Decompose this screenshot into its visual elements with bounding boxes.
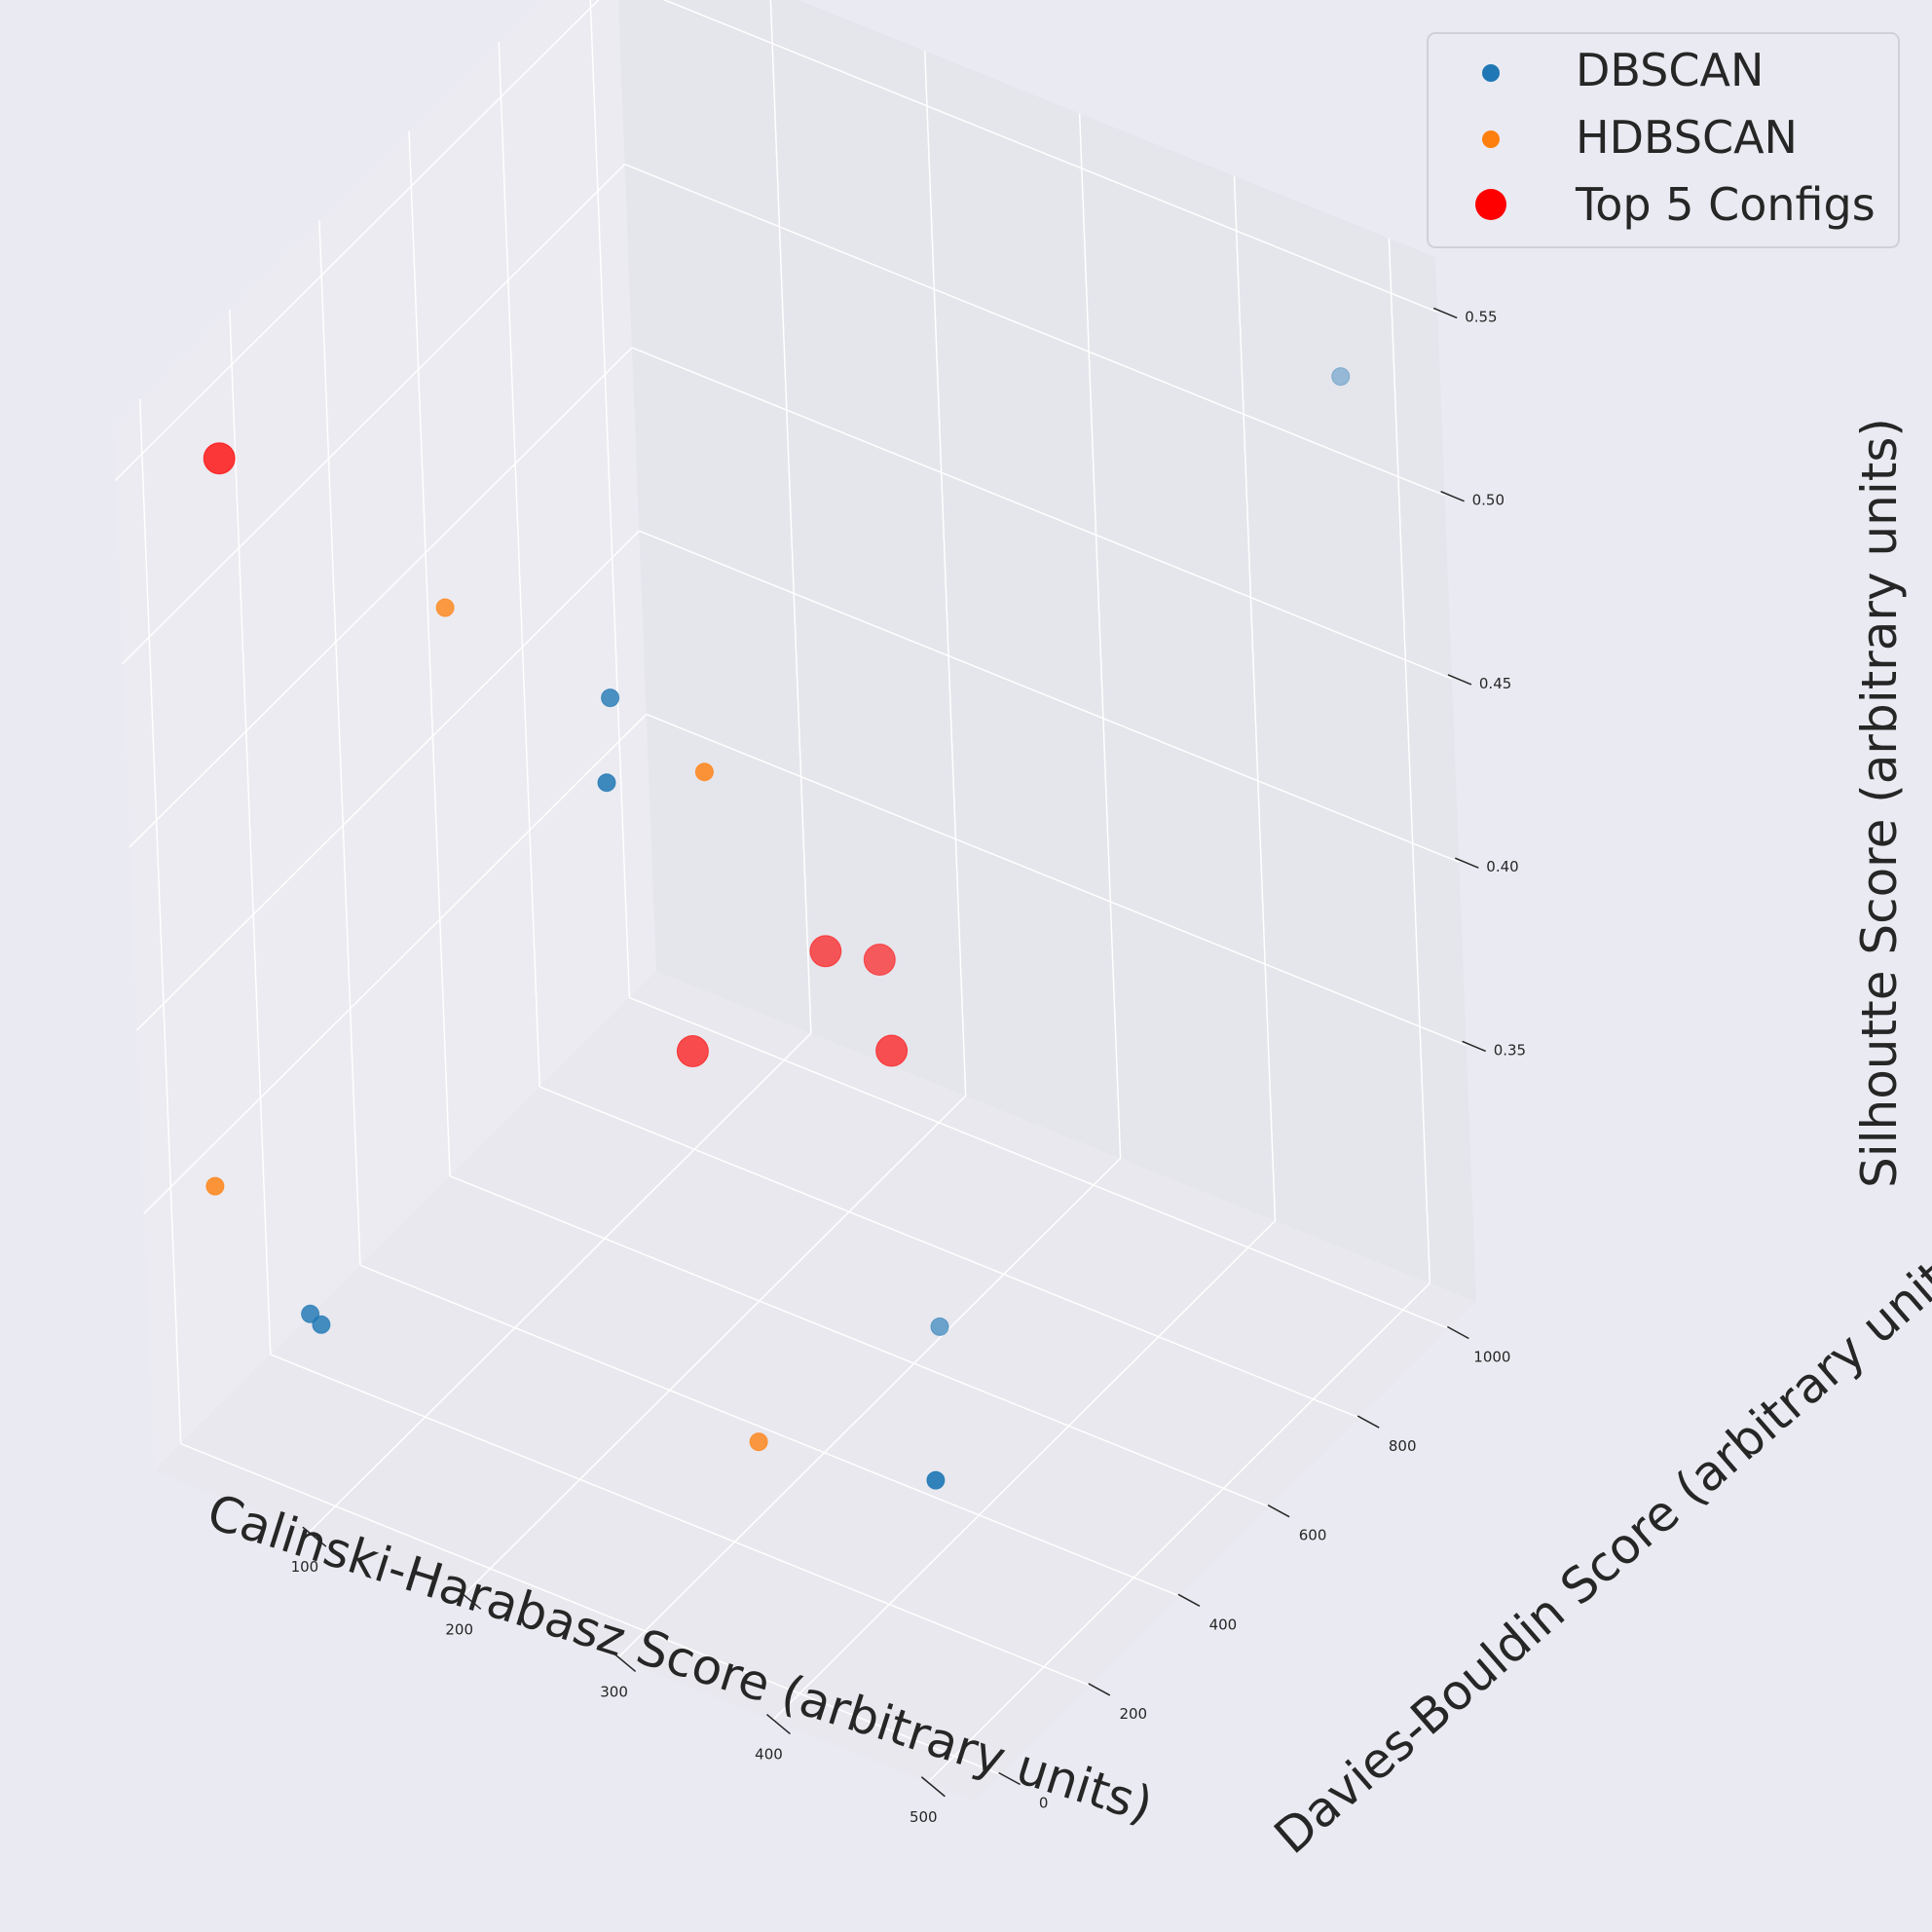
- point-dbscan: [597, 773, 616, 793]
- x-gridline-back: [1233, 175, 1277, 1221]
- y-tick-label: 600: [1299, 1527, 1327, 1544]
- z-gridline-left: [135, 530, 640, 1031]
- y-tick-mark: [1088, 1683, 1111, 1696]
- z-gridline-back: [646, 713, 1467, 1047]
- x-gridline-floor: [463, 1095, 967, 1596]
- z-gridline-left: [143, 713, 648, 1214]
- point-top5: [676, 1035, 709, 1067]
- z-gridline-back: [639, 530, 1460, 863]
- x-gridline-back: [1388, 238, 1431, 1283]
- z-tick-label: 0.35: [1494, 1042, 1526, 1059]
- x-tick-mark: [765, 1714, 791, 1735]
- point-hdbscan: [205, 1176, 225, 1196]
- z-tick-mark: [1440, 491, 1465, 502]
- y-gridline-floor: [629, 996, 1450, 1330]
- left-pane: [113, 0, 656, 1470]
- y-tick-mark: [998, 1771, 1022, 1786]
- x-tick-label: 300: [600, 1684, 628, 1701]
- x-gridline-floor: [617, 1157, 1122, 1658]
- z-gridline-left: [129, 347, 633, 848]
- floor-pane: [154, 971, 1476, 1802]
- y-tick-label: 400: [1209, 1616, 1238, 1633]
- x-tick-label: 500: [910, 1808, 938, 1826]
- x-tick-label: 400: [755, 1746, 783, 1764]
- y-tick-label: 800: [1389, 1437, 1417, 1455]
- legend-marker-hdbscan: [1482, 130, 1500, 148]
- y-gridline-left: [498, 42, 540, 1088]
- y-tick-label: 0: [1039, 1795, 1049, 1812]
- y-gridline-floor: [449, 1175, 1271, 1508]
- point-top5: [863, 944, 896, 976]
- z-tick-mark: [1462, 1040, 1486, 1053]
- y-tick-label: 200: [1119, 1705, 1147, 1723]
- z-tick-label: 0.45: [1479, 675, 1511, 692]
- y-gridline-left: [589, 0, 631, 998]
- x-gridline-back: [769, 0, 812, 1034]
- x-gridline-floor: [771, 1220, 1277, 1722]
- z-tick-mark: [1447, 674, 1472, 686]
- back-pane: [617, 0, 1476, 1302]
- x-tick-mark: [920, 1776, 946, 1798]
- point-top5: [203, 442, 236, 475]
- y-tick-mark: [1356, 1415, 1380, 1429]
- legend-label-hdbscan: HDBSCAN: [1576, 111, 1798, 164]
- point-dbscan: [312, 1315, 331, 1334]
- y-gridline-left: [318, 220, 361, 1266]
- point-hdbscan: [694, 762, 714, 782]
- point-hdbscan: [749, 1432, 768, 1452]
- x-tick-label: 200: [445, 1620, 473, 1638]
- x-tick-mark: [612, 1651, 637, 1673]
- legend-marker-dbscan: [1482, 64, 1500, 82]
- y-tick-mark: [1267, 1505, 1290, 1518]
- point-dbscan: [601, 688, 620, 708]
- y-gridline-left: [138, 398, 182, 1444]
- y-tick-mark: [1177, 1593, 1201, 1607]
- point-dbscan: [926, 1470, 946, 1490]
- axes-panes: [113, 0, 1476, 1802]
- z-gridline-back: [631, 347, 1453, 680]
- point-hdbscan: [435, 598, 455, 617]
- z-gridline-left: [114, 0, 600, 482]
- z-gridline-left: [122, 164, 626, 665]
- y-gridline-floor: [270, 1354, 1092, 1687]
- legend-label-top5: Top 5 Configs: [1575, 178, 1876, 231]
- y-gridline-floor: [359, 1264, 1181, 1597]
- y-gridline-left: [408, 130, 451, 1176]
- point-top5: [809, 935, 842, 968]
- scatter-points: [203, 367, 1351, 1490]
- x-gridline-floor: [926, 1282, 1430, 1784]
- axes-grid: [114, 0, 1467, 1784]
- z-tick-label: 0.50: [1472, 492, 1505, 509]
- point-dbscan: [930, 1317, 949, 1336]
- y-gridline-floor: [539, 1086, 1360, 1419]
- point-top5: [875, 1034, 909, 1067]
- y-gridline-floor: [180, 1442, 1001, 1776]
- axes-ticks: 100 200 300 400 500 0 200 400 600 800 1000 0.35 0.40…: [291, 307, 1526, 1826]
- point-dbscan: [1331, 367, 1351, 387]
- y-tick-mark: [1446, 1325, 1469, 1340]
- legend-label-dbscan: DBSCAN: [1576, 44, 1764, 96]
- x-tick-mark: [457, 1588, 482, 1610]
- z-tick-label: 0.40: [1486, 858, 1518, 875]
- y-tick-label: 1000: [1473, 1349, 1510, 1366]
- x-tick-mark: [302, 1526, 327, 1547]
- legend-frame: [1427, 32, 1900, 248]
- y-gridline-left: [229, 309, 272, 1355]
- x-tick-label: 100: [291, 1558, 319, 1576]
- z-gridline-back: [662, 0, 1438, 314]
- z-tick-mark: [1432, 307, 1458, 319]
- legend: DBSCAN HDBSCAN Top 5 Configs: [1427, 32, 1900, 248]
- x-gridline-floor: [308, 1032, 812, 1534]
- z-gridline-back: [624, 164, 1445, 497]
- z-tick-label: 0.55: [1465, 309, 1497, 326]
- legend-marker-top5: [1475, 189, 1506, 220]
- z-axis-label: Silhoutte Score (arbitrary units): [1851, 418, 1908, 1188]
- x-gridline-back: [923, 51, 967, 1096]
- z-tick-mark: [1455, 857, 1479, 869]
- x-gridline-back: [1078, 113, 1122, 1159]
